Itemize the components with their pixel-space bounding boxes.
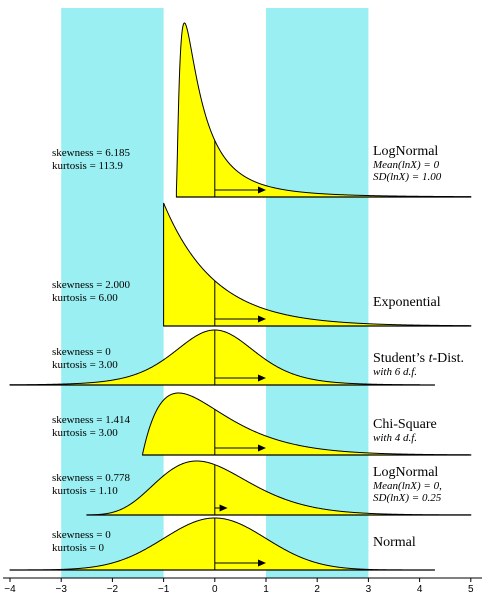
sd-arrow-head — [219, 504, 228, 512]
skewness-label: skewness = 1.414 — [52, 414, 131, 426]
kurtosis-label: kurtosis = 3.00 — [52, 427, 118, 439]
x-tick-label: 3 — [366, 584, 372, 595]
x-tick-label: 4 — [417, 584, 423, 595]
distribution-subtitle: SD(lnX) = 1.00 — [373, 171, 442, 183]
x-tick-label: 5 — [468, 584, 474, 595]
x-axis: −4 −3 −2 −1 0 1 2 3 4 5 — [3, 577, 482, 595]
sd-arrow-head — [258, 374, 266, 382]
distribution-subtitle: Mean(lnX) = 0 — [372, 159, 440, 171]
x-tick-label: −3 — [55, 584, 67, 595]
shaded-band-2 — [266, 8, 369, 578]
x-tick-label: −2 — [107, 584, 119, 595]
kurtosis-label: kurtosis = 113.9 — [52, 160, 123, 172]
distribution-subtitle: with 6 d.f. — [373, 366, 417, 378]
distribution-name: Normal — [373, 535, 416, 550]
skewness-label: skewness = 0 — [52, 346, 111, 358]
distribution-name: LogNormal — [373, 144, 438, 159]
skewness-label: skewness = 2.000 — [52, 279, 131, 291]
sd-arrow-head — [258, 186, 266, 194]
x-tick-label: 0 — [212, 584, 218, 595]
distribution-name: LogNormal — [373, 465, 438, 480]
distribution-name: Exponential — [373, 295, 441, 310]
x-tick-label: 2 — [314, 584, 320, 595]
kurtosis-label: kurtosis = 0 — [52, 542, 105, 554]
density-curve — [175, 22, 472, 198]
density-curve — [142, 392, 472, 456]
sd-arrow-head — [258, 559, 266, 567]
skewness-label: skewness = 6.185 — [52, 147, 131, 159]
shaded-bands — [61, 8, 369, 578]
shaded-band-1 — [61, 8, 164, 578]
x-tick-label: −1 — [158, 584, 170, 595]
distribution-name: Student’s t-Dist. — [373, 351, 464, 366]
kurtosis-label: kurtosis = 3.00 — [52, 359, 118, 371]
density-curve — [163, 202, 472, 327]
sd-arrow-head — [258, 315, 266, 323]
sd-arrow-head — [258, 444, 266, 452]
kurtosis-label: kurtosis = 1.10 — [52, 485, 118, 497]
distribution-subtitle: SD(lnX) = 0.25 — [373, 492, 442, 504]
distribution-subtitle: with 4 d.f. — [373, 432, 417, 444]
x-tick-label: 1 — [263, 584, 269, 595]
distribution-subtitle: Mean(lnX) = 0, — [372, 480, 442, 492]
kurtosis-label: kurtosis = 6.00 — [52, 292, 118, 304]
skewness-label: skewness = 0 — [52, 529, 111, 541]
x-tick-label: −4 — [4, 584, 16, 595]
distribution-name: Chi-Square — [373, 417, 437, 432]
skewness-label: skewness = 0.778 — [52, 472, 131, 484]
